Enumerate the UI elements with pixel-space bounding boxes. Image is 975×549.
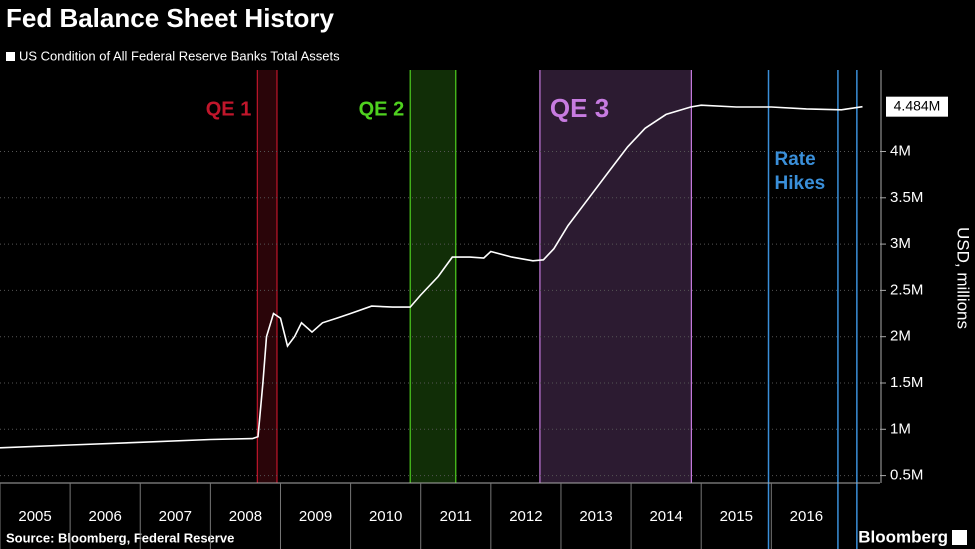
- y-tick-label: 0.5M: [890, 467, 923, 484]
- legend-swatch: [6, 52, 15, 61]
- x-tick-label: 2007: [159, 508, 192, 525]
- y-tick-label: 2M: [890, 328, 911, 345]
- shaded-region: [410, 70, 456, 483]
- shaded-region: [539, 70, 692, 483]
- brand-logo: [952, 530, 967, 545]
- rate-hike-label: Rate Hikes: [775, 149, 826, 194]
- y-axis-label: USD, millions: [954, 227, 973, 329]
- x-tick-label: 2015: [720, 508, 753, 525]
- data-line: [0, 104, 863, 449]
- region-label: QE 2: [359, 98, 405, 120]
- x-tick-label: 2006: [88, 508, 121, 525]
- x-tick-label: 2008: [229, 508, 262, 525]
- x-tick-label: 2009: [299, 508, 332, 525]
- y-tick-label: 2.5M: [890, 281, 923, 298]
- x-tick-label: 2014: [649, 508, 682, 525]
- y-tick-label: 3.5M: [890, 189, 923, 206]
- y-tick-label: 1M: [890, 420, 911, 437]
- x-tick-label: 2012: [509, 508, 542, 525]
- brand: Bloomberg: [858, 527, 948, 546]
- region-label: QE 1: [206, 98, 252, 120]
- y-tick-label: 4M: [890, 142, 911, 159]
- x-tick-label: 2010: [369, 508, 402, 525]
- y-tick-label: 3M: [890, 235, 911, 252]
- x-tick-label: 2013: [579, 508, 612, 525]
- shaded-region: [257, 70, 277, 483]
- x-tick-label: 2005: [18, 508, 51, 525]
- source: Source: Bloomberg, Federal Reserve: [6, 530, 234, 545]
- value-label-box: [886, 96, 948, 117]
- chart-title: Fed Balance Sheet History: [6, 3, 335, 33]
- x-tick-label: 2016: [790, 508, 823, 525]
- region-label: QE 3: [550, 93, 609, 123]
- x-tick-label: 2011: [440, 508, 472, 525]
- value-label: 4.484M: [894, 97, 941, 113]
- legend-label: US Condition of All Federal Reserve Bank…: [19, 48, 340, 63]
- y-tick-label: 1.5M: [890, 374, 923, 391]
